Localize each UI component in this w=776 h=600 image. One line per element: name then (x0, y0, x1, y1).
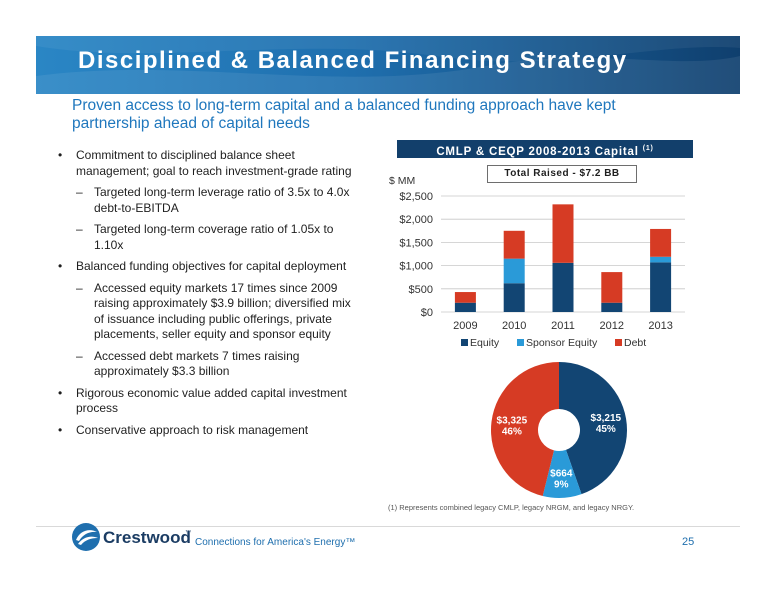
bar-segment-equity (454, 302, 476, 312)
x-tick-label: 2013 (648, 320, 672, 332)
bar-segment-equity (503, 283, 525, 312)
bullet-item: • Commitment to disciplined balance sheet… (58, 148, 356, 179)
bar-segment-sponsor-equity (503, 258, 525, 284)
sub-bullet-marker: – (76, 348, 83, 363)
footnote-marker: (1) (642, 145, 654, 152)
sub-bullet-text: Targeted long-term leverage ratio of 3.5… (94, 185, 350, 215)
chart-footnote: (1) Represents combined legacy CMLP, leg… (388, 503, 635, 512)
bar-segment-debt (454, 292, 476, 303)
x-tick-label: 2011 (551, 320, 575, 332)
x-tick-label: 2010 (502, 320, 526, 332)
total-raised-box: Total Raised - $7.2 BB (487, 165, 637, 183)
bullet-marker: • (58, 422, 63, 437)
bullet-marker: • (58, 259, 63, 273)
chart-panel-title: CMLP & CEQP 2008-2013 Capital (436, 145, 639, 158)
slice-percent-label: 46% (502, 426, 522, 437)
sub-bullet-marker: – (76, 185, 83, 199)
legend-label: Debt (624, 337, 646, 349)
page-title: Disciplined & Balanced Financing Strateg… (78, 47, 628, 74)
bar-segment-sponsor-equity (650, 256, 672, 263)
sub-bullet-item: – Targeted long-term leverage ratio of 3.… (58, 185, 356, 216)
slice-value-label: $664 (550, 468, 573, 479)
stacked-bar-chart: $ MM $0 $500 $1,000 $1,500 $2,000 $2,500 2009 20… (389, 175, 685, 349)
footer-tagline: Connections for America's Energy™ (195, 537, 356, 548)
legend-swatch (461, 339, 468, 346)
legend-label: Sponsor Equity (526, 337, 598, 349)
y-tick-label: $500 (409, 284, 433, 296)
y-axis-label: $ MM (389, 175, 415, 187)
sub-bullet-text: Targeted long-term coverage ratio of 1.0… (94, 222, 334, 252)
bar-segment-equity (601, 302, 623, 312)
sub-bullet-text: Accessed debt markets 7 times raising ap… (94, 348, 300, 379)
slice-percent-label: 45% (596, 424, 616, 435)
donut-slice (542, 449, 582, 498)
footer-divider (36, 526, 740, 527)
bullet-item: • Conservative approach to risk managemen… (58, 423, 356, 439)
sub-bullet-item: – Targeted long-term coverage ratio of 1.… (58, 222, 356, 253)
banner-wave-graphic (36, 36, 740, 94)
x-tick-label: 2012 (600, 320, 624, 332)
y-tick-label: $1,000 (399, 261, 433, 273)
crestwood-logo: Crestwood ™ (72, 523, 191, 551)
bar-segment-debt (650, 228, 672, 257)
slice-value-label: $3,325 (497, 415, 528, 426)
bullet-marker: • (58, 148, 63, 162)
logo-trademark: ™ (185, 529, 191, 536)
bullet-text: Rigorous economic value added capital in… (76, 385, 347, 416)
donut-slice (559, 362, 627, 495)
bullet-item: • Balanced funding objectives for capital… (58, 259, 356, 275)
slice-value-label: $3,215 (591, 413, 622, 424)
title-banner (36, 36, 740, 94)
sub-bullet-marker: – (76, 222, 83, 236)
bullet-item: • Rigorous economic value added capital i… (58, 386, 356, 417)
bar-segment-equity (552, 262, 574, 312)
bullet-marker: • (58, 385, 63, 400)
bar-segment-equity (650, 262, 672, 312)
bullet-text: Conservative approach to risk management (76, 422, 309, 437)
sub-bullet-marker: – (76, 280, 83, 295)
sub-bullet-text: Accessed equity markets 17 times since 2… (94, 280, 351, 342)
bar-segment-debt (601, 272, 623, 303)
legend-swatch (615, 339, 622, 346)
legend-swatch (517, 339, 524, 346)
legend-label: Equity (470, 337, 500, 349)
logo-wordmark: Crestwood (103, 528, 191, 547)
y-tick-label: $0 (421, 307, 433, 319)
y-tick-label: $2,000 (399, 214, 433, 226)
x-tick-label: 2009 (453, 320, 477, 332)
sub-bullet-item: – Accessed equity markets 17 times since … (58, 281, 356, 343)
chart-panel-header: CMLP & CEQP 2008-2013 Capital (1) (397, 140, 693, 158)
slice-percent-label: 9% (554, 479, 569, 490)
logo-mark-icon (72, 523, 100, 551)
bar-segment-debt (503, 230, 525, 259)
sub-bullet-item: – Accessed debt markets 7 times raising a… (58, 349, 356, 380)
donut-slice (491, 362, 559, 497)
page-number: 25 (682, 536, 695, 548)
bullet-text: Commitment to disciplined balance sheet … (76, 148, 352, 178)
bullet-text: Balanced funding objectives for capital … (76, 259, 347, 273)
y-tick-label: $1,500 (399, 237, 433, 249)
bullet-list: • Commitment to disciplined balance sheet… (58, 148, 356, 444)
bar-segment-debt (552, 204, 574, 263)
page-subtitle: Proven access to long-term capital and a… (72, 97, 616, 132)
y-tick-label: $2,500 (399, 191, 433, 203)
